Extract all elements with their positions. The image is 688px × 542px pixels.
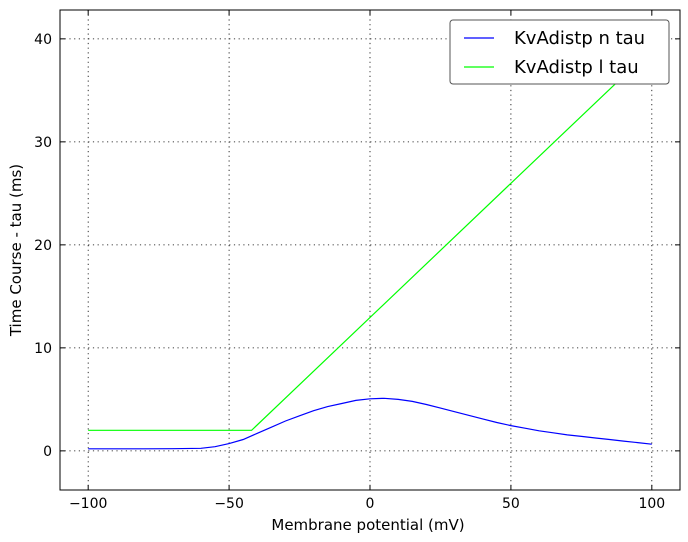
- tick-labels: −100 −50 0 50 100 0 10 20 30 40: [34, 32, 665, 512]
- y-tick-label: 0: [43, 444, 52, 460]
- legend: KvAdistp n tau KvAdistp l tau: [449, 19, 670, 85]
- x-tick-label: −100: [69, 496, 107, 512]
- y-tick-label: 30: [34, 135, 52, 151]
- legend-label-0: KvAdistp n tau: [514, 28, 645, 49]
- series-line-0: [88, 397, 652, 450]
- series-line-1: [88, 48, 653, 431]
- x-tick-label: 0: [366, 496, 375, 512]
- x-tick-label: 50: [502, 496, 520, 512]
- legend-box: [449, 19, 670, 85]
- legend-label-1: KvAdistp l tau: [514, 57, 639, 78]
- y-tick-label: 40: [34, 32, 52, 48]
- grid: [60, 10, 680, 490]
- y-tick-label: 20: [34, 238, 52, 254]
- x-tick-label: 100: [638, 496, 665, 512]
- x-axis-label: Membrane potential (mV): [271, 516, 464, 534]
- series-lines: [88, 48, 653, 450]
- axis-ticks: [60, 10, 680, 490]
- y-axis-label: Time Course - tau (ms): [7, 164, 25, 337]
- y-tick-label: 10: [34, 341, 52, 357]
- x-tick-label: −50: [214, 496, 244, 512]
